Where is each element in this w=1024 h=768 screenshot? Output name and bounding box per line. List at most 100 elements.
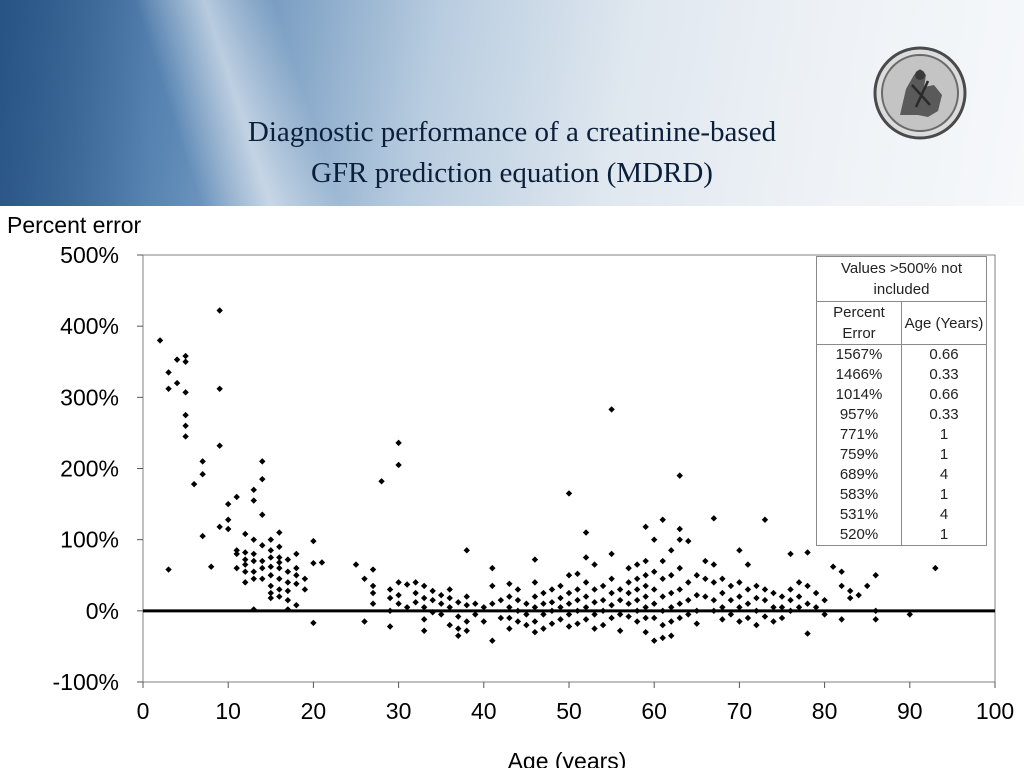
data-point [165,369,172,376]
data-point [736,593,743,600]
data-point [293,601,300,609]
data-point [676,600,683,607]
data-point [761,596,769,604]
data-point [838,568,845,575]
cell-age: 1 [939,426,949,443]
data-point [293,564,300,572]
table-row: 520% 1 [817,525,986,545]
data-point [633,596,641,604]
data-point [173,356,181,363]
data-point [719,604,726,611]
data-point [225,516,232,523]
data-point [182,411,189,419]
data-point [182,422,189,429]
data-point [199,470,206,478]
data-point [165,566,172,573]
data-point [531,628,539,636]
data-point [403,604,411,611]
data-point [276,564,283,572]
cell-age: 0.33 [929,406,959,423]
data-point [812,604,820,611]
data-point [259,564,266,572]
data-point [182,358,189,365]
data-point [778,604,786,611]
data-point [259,575,266,583]
data-point [361,575,368,583]
data-point [795,593,803,600]
data-point [651,600,658,607]
data-point [787,596,794,604]
data-point [616,627,624,634]
data-point [668,604,675,611]
data-point [497,596,505,604]
y-tick-label: 500% [60,242,119,268]
data-point [770,604,777,611]
data-point [565,490,573,497]
data-point [446,594,453,602]
table-row: 759% 1 [817,445,986,465]
x-tick-label: 70 [727,698,753,724]
cell-age: 1 [939,526,949,543]
x-tick-label: 30 [386,698,412,724]
data-point [480,604,487,611]
data-point [642,614,649,622]
data-point [506,593,513,600]
data-point [651,637,658,644]
slide-banner [0,0,1024,206]
data-point [625,600,632,607]
data-point [293,572,300,579]
data-point [702,557,709,565]
data-point [250,568,257,575]
cell-age: 0.33 [929,366,959,383]
data-point [190,480,198,488]
data-point [514,596,522,604]
x-tick-label: 20 [301,698,327,724]
data-point [685,596,692,604]
data-point [574,596,581,604]
y-tick-label: 200% [60,456,119,482]
data-point [531,604,539,611]
data-point [591,611,598,618]
cell-age: 0.66 [929,346,959,363]
cell-percent-error: 771% [817,425,902,445]
data-point [591,561,598,568]
x-tick-label: 10 [215,698,241,724]
data-point [846,594,854,602]
data-point [156,337,164,344]
table-row: 583% 1 [817,485,986,505]
data-point [582,593,590,600]
data-point [199,458,206,465]
data-point [864,582,871,590]
data-point [906,611,913,618]
data-point [804,630,811,637]
data-point [702,593,709,600]
data-point [821,596,828,604]
cell-percent-error: 1567% [817,344,902,365]
data-point [259,458,266,465]
data-point [395,600,402,607]
table-row: 771% 1 [817,425,986,445]
cell-percent-error: 957% [817,405,902,425]
data-point [540,625,547,632]
data-point [659,575,666,583]
data-point [284,568,292,575]
y-tick-label: -100% [53,669,119,695]
data-point [753,582,760,590]
x-tick-label: 60 [641,698,667,724]
data-point [591,625,598,632]
data-point [557,604,564,611]
data-point [267,594,274,602]
data-point [702,575,709,583]
data-point [165,385,172,392]
data-point [455,632,462,639]
data-point [668,547,675,554]
data-point [812,589,820,597]
cell-age: 1 [939,486,949,503]
data-point [574,620,581,627]
cell-percent-error: 531% [817,505,902,525]
data-point [259,542,266,549]
x-axis-title: Age (years) [508,748,627,768]
data-point [361,618,368,625]
data-point [668,572,675,579]
data-point [438,591,445,599]
